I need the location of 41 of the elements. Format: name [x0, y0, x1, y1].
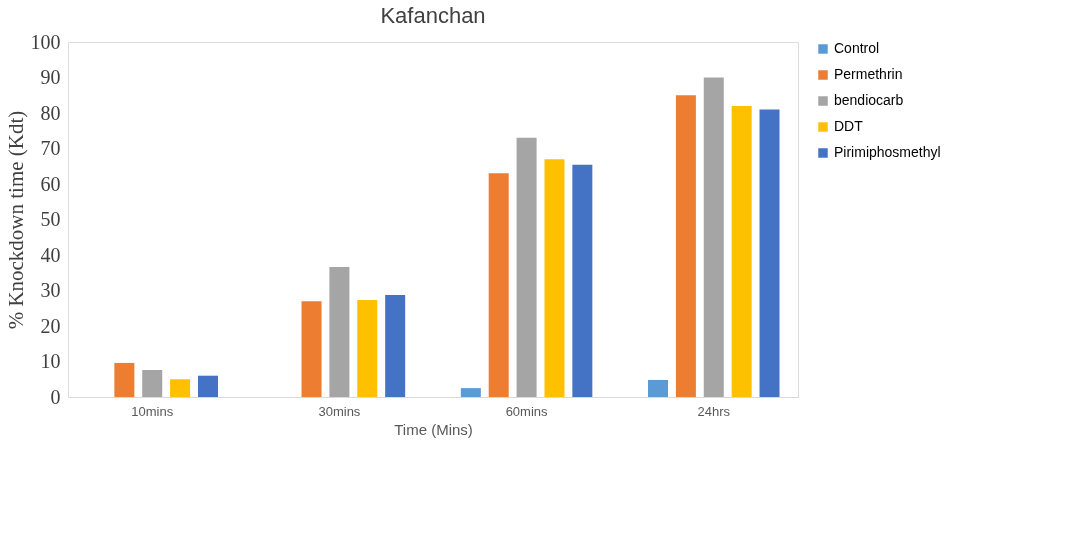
bar — [142, 370, 163, 397]
bar — [357, 300, 378, 397]
bar — [170, 379, 191, 397]
y-tick-label: 60 — [40, 172, 61, 195]
y-tick-label: 100 — [30, 30, 61, 53]
bar — [731, 105, 752, 397]
legend-label: DDT — [834, 118, 864, 134]
bar — [648, 379, 669, 397]
bar — [488, 173, 509, 397]
y-tick-label: 40 — [40, 243, 61, 266]
x-tick-label: 10mins — [131, 403, 174, 419]
bar — [114, 362, 135, 397]
y-tick-label: 90 — [40, 66, 61, 88]
x-tick-label: 24hrs — [697, 403, 731, 419]
legend-label: bendiocarb — [834, 92, 904, 108]
bar — [197, 375, 218, 397]
bar — [385, 295, 406, 397]
bar — [572, 164, 593, 397]
legend-label: Control — [834, 40, 880, 56]
x-tick-label: 30mins — [318, 403, 361, 419]
x-tick-label: 60mins — [505, 403, 549, 419]
legend-label: Pirimiphosmethyl — [834, 144, 941, 160]
bar — [675, 95, 696, 397]
y-tick-label: 20 — [40, 314, 61, 337]
chart-title: Kafanchan — [380, 3, 486, 28]
y-axis-title: % Knockdown time (Kdt) — [3, 110, 28, 330]
y-tick-label: 0 — [50, 385, 61, 408]
bar — [703, 77, 724, 397]
y-tick-label: 10 — [40, 350, 61, 372]
bar — [329, 267, 350, 397]
bar — [301, 301, 322, 397]
y-tick-label: 80 — [40, 101, 61, 124]
y-tick-label: 50 — [40, 208, 61, 230]
bar — [460, 388, 481, 397]
y-tick-label: 30 — [40, 279, 61, 301]
legend-label: Permethrin — [834, 66, 903, 82]
bar — [516, 137, 537, 397]
bar — [759, 109, 780, 397]
x-axis-title: Time (Mins) — [394, 420, 473, 438]
bar — [544, 159, 565, 397]
y-tick-label: 70 — [40, 137, 61, 159]
